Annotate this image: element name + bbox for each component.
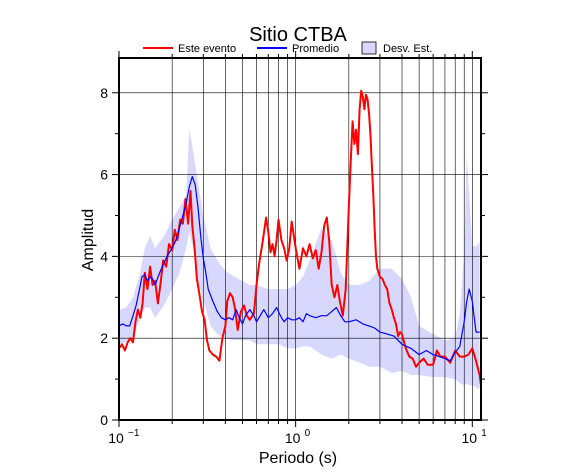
y-tick-label: 0 xyxy=(100,412,108,428)
y-tick-label: 6 xyxy=(100,167,108,183)
legend: Este evento Promedio Desv. Est. xyxy=(143,41,432,55)
y-tick-label: 2 xyxy=(100,330,108,346)
series-line-este-evento xyxy=(118,89,482,386)
legend-label: Este evento xyxy=(178,43,236,55)
x-tick-label-exponent: 1 xyxy=(481,428,487,439)
grid-layer xyxy=(118,58,481,420)
series-layer xyxy=(118,89,482,386)
x-tick-label: 10 xyxy=(108,430,124,446)
plot-frame xyxy=(118,57,482,421)
legend-label: Promedio xyxy=(292,43,339,55)
x-tick-label: 10 xyxy=(285,430,301,446)
series-line-promedio xyxy=(118,176,480,362)
std-dev-band xyxy=(119,129,480,390)
legend-label: Desv. Est. xyxy=(383,43,432,55)
legend-swatch-desv-est xyxy=(361,41,377,55)
x-tick-label-exponent: −1 xyxy=(128,428,140,439)
x-axis-label: Periodo (s) xyxy=(259,450,337,467)
axes-layer xyxy=(112,51,488,427)
x-tick-label: 10 xyxy=(462,430,478,446)
y-tick-label: 4 xyxy=(100,248,108,264)
x-tick-label-exponent: 0 xyxy=(305,428,311,439)
y-tick-label: 8 xyxy=(100,85,108,101)
std-dev-band-layer xyxy=(119,129,480,390)
y-axis-label: Amplitud xyxy=(80,209,97,271)
chart-title: Sitio CTBA xyxy=(249,24,347,46)
